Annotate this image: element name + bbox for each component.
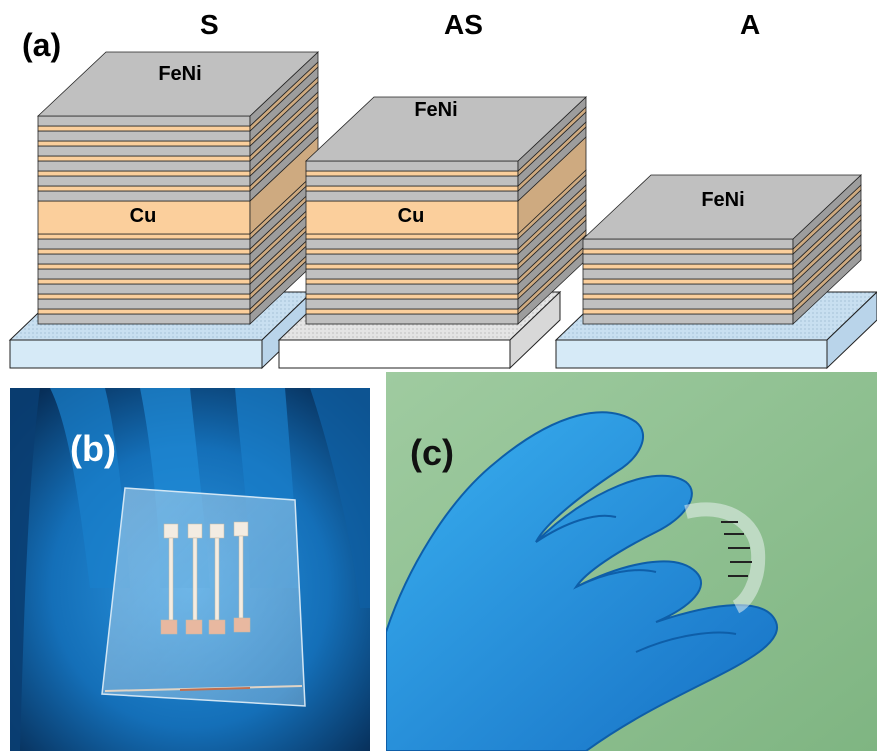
cu-layer-front — [305, 185, 519, 192]
cu-layer-front — [305, 233, 519, 240]
feni-layer-front — [582, 313, 794, 325]
cu-layer-front — [582, 293, 794, 300]
feni-layer-front — [305, 298, 519, 310]
feni-layer-front — [305, 175, 519, 187]
feni-layer-front — [582, 298, 794, 310]
feni-layer-front — [37, 115, 251, 127]
cu-layer-front — [305, 278, 519, 285]
feni-layer-front — [305, 283, 519, 295]
cu-layer-front — [37, 170, 251, 177]
feni-layer-front — [582, 253, 794, 265]
feni-label-as: FeNi — [414, 99, 457, 121]
feni-layer-front — [37, 313, 251, 325]
feni-layer-front — [305, 160, 519, 172]
feni-layer-front — [37, 268, 251, 280]
feni-layer-front — [582, 268, 794, 280]
feni-layer-front — [37, 190, 251, 202]
panel-a-label: (a) — [22, 27, 62, 63]
cu-layer-front — [37, 308, 251, 315]
feni-layer-front — [305, 253, 519, 265]
stack-s — [36, 51, 320, 325]
feni-top-face — [36, 51, 320, 117]
feni-layer-front — [582, 283, 794, 295]
feni-top-face — [304, 96, 588, 162]
cu-layer-front — [305, 170, 519, 177]
stack-title-s: S — [200, 9, 219, 40]
glove-sample-photo — [10, 388, 370, 751]
cu-layer-front — [37, 155, 251, 162]
cu-layer-front — [37, 293, 251, 300]
cu-layer-front — [37, 278, 251, 285]
cu-layer-front — [305, 248, 519, 255]
cu-layer-front — [582, 278, 794, 285]
cu-layer-front — [37, 140, 251, 147]
feni-layer-front — [582, 238, 794, 250]
feni-layer-front — [37, 238, 251, 250]
feni-layer-front — [305, 238, 519, 250]
multilayer-diagram: FeNi Cu FeNi Cu FeNi — [8, 51, 877, 370]
feni-layer-front — [37, 175, 251, 187]
stack-title-a: A — [740, 9, 761, 40]
panel-b-label: (b) — [70, 428, 116, 469]
feni-layer-front — [37, 298, 251, 310]
stack-title-as: AS — [444, 9, 483, 40]
feni-layer-front — [37, 160, 251, 172]
cu-layer-front — [37, 248, 251, 255]
cu-layer-front — [305, 200, 519, 235]
photo-c: (c) — [386, 372, 877, 751]
cu-label-s: Cu — [130, 205, 157, 227]
feni-layer-front — [37, 283, 251, 295]
cu-layer-front — [305, 293, 519, 300]
feni-layer-front — [305, 268, 519, 280]
feni-top-face — [581, 174, 863, 240]
feni-layer-front — [37, 145, 251, 157]
feni-layer-front — [305, 313, 519, 325]
feni-layer-front — [305, 190, 519, 202]
cu-label-as: Cu — [398, 205, 425, 227]
cu-layer-front — [582, 308, 794, 315]
panel-c-label: (c) — [410, 432, 454, 473]
cu-layer-front — [582, 248, 794, 255]
cu-layer-front — [37, 200, 251, 235]
feni-layer-front — [37, 130, 251, 142]
feni-label-s: FeNi — [158, 63, 201, 85]
cu-layer-front — [37, 185, 251, 192]
cu-layer-front — [305, 308, 519, 315]
cu-layer-front — [37, 125, 251, 132]
cu-layer-front — [37, 233, 251, 240]
flexible-sample-photo — [386, 372, 877, 751]
cu-layer-front — [582, 263, 794, 270]
cu-layer-front — [305, 263, 519, 270]
photo-b: (b) — [10, 388, 370, 751]
stack-as — [304, 96, 588, 325]
feni-label-a: FeNi — [701, 189, 744, 211]
stack-a — [581, 174, 863, 325]
cu-layer-front — [37, 263, 251, 270]
feni-layer-front — [37, 253, 251, 265]
